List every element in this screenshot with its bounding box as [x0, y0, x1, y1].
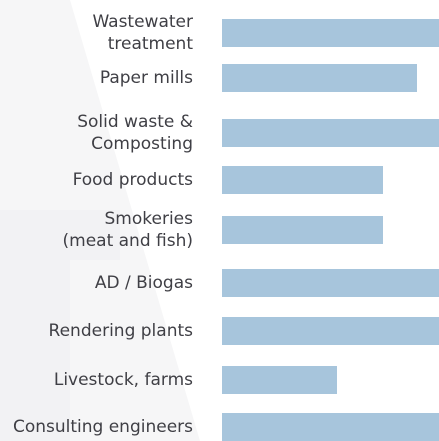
category-label: Smokeries (meat and fish) [0, 208, 194, 252]
category-label-line: Composting [91, 134, 193, 154]
category-label: Wastewater treatment [0, 11, 193, 55]
bar [222, 269, 439, 297]
category-label-line: treatment [107, 34, 193, 54]
category-label-line: Smokeries [104, 209, 193, 229]
bar [222, 413, 439, 441]
category-label-line: Paper mills [99, 68, 193, 88]
category-label: Consulting engineers [0, 416, 193, 438]
category-label: Rendering plants [0, 320, 193, 342]
category-label-line: Wastewater [92, 12, 193, 32]
bar [222, 216, 383, 244]
bar [222, 64, 418, 92]
category-label-line: (meat and fish) [62, 231, 194, 251]
category-label-line: Rendering plants [48, 321, 193, 341]
category-label: Livestock, farms [0, 369, 193, 391]
category-label-line: Livestock, farms [53, 370, 193, 390]
category-label-line: Solid waste & [77, 112, 193, 132]
bar [222, 366, 337, 394]
bar [222, 166, 383, 194]
category-label: AD / Biogas [0, 272, 193, 294]
category-label: Food products [0, 169, 193, 191]
bar [222, 317, 439, 345]
category-label: Solid waste & Composting [0, 111, 193, 155]
category-label-line: Food products [72, 170, 193, 190]
bar [222, 19, 439, 47]
category-label-line: Consulting engineers [12, 417, 193, 437]
category-label-line: AD / Biogas [94, 273, 193, 293]
bar [222, 119, 439, 147]
category-label: Paper mills [0, 67, 193, 89]
